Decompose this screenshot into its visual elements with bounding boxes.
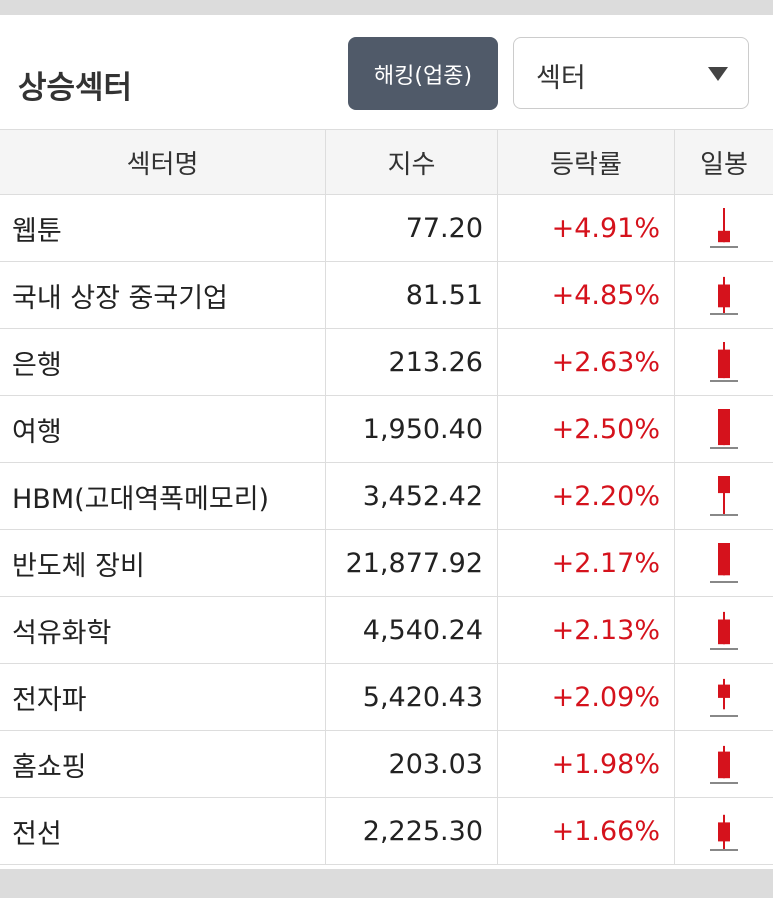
- candle-icon: [710, 814, 738, 851]
- table-row[interactable]: HBM(고대역폭메모리) 3,452.42 +2.20%: [0, 463, 773, 530]
- table-row[interactable]: 전선 2,225.30 +1.66%: [0, 798, 773, 865]
- table-row[interactable]: 여행 1,950.40 +2.50%: [0, 396, 773, 463]
- change-rate: +2.13%: [498, 597, 675, 663]
- change-rate: +1.98%: [498, 731, 675, 797]
- table-row[interactable]: 홈쇼핑 203.03 +1.98%: [0, 731, 773, 798]
- candle-cell: [675, 664, 773, 730]
- select-label: 섹터: [536, 63, 586, 94]
- sector-name: 반도체 장비: [0, 530, 326, 596]
- candle-cell: [675, 798, 773, 864]
- candle-part: [718, 543, 730, 576]
- column-header: 등락률: [498, 130, 675, 194]
- sector-name: 국내 상장 중국기업: [0, 262, 326, 328]
- index-value: 77.20: [326, 195, 498, 261]
- index-value: 3,452.42: [326, 463, 498, 529]
- index-value: 2,225.30: [326, 798, 498, 864]
- candle-icon: [710, 611, 738, 650]
- index-value: 21,877.92: [326, 530, 498, 596]
- change-rate: +1.66%: [498, 798, 675, 864]
- dropdown-arrow: [708, 67, 728, 81]
- candle-cell: [675, 530, 773, 596]
- column-header: 일봉: [700, 149, 748, 180]
- candle-icon: [710, 678, 738, 717]
- candle-cell: [675, 597, 773, 663]
- candle-part: [718, 349, 730, 379]
- sector-name: 전선: [0, 798, 326, 864]
- candle-part: [718, 230, 730, 243]
- index-value: 4,540.24: [326, 597, 498, 663]
- index-value: 5,420.43: [326, 664, 498, 730]
- table-row[interactable]: 은행 213.26 +2.63%: [0, 329, 773, 396]
- sector-name: 전자파: [0, 664, 326, 730]
- table-row[interactable]: 석유화학 4,540.24 +2.13%: [0, 597, 773, 664]
- index-value: 81.51: [326, 262, 498, 328]
- candle-cell: [675, 731, 773, 797]
- candle-icon: [710, 276, 738, 315]
- change-rate: +2.20%: [498, 463, 675, 529]
- change-rate: +4.91%: [498, 195, 675, 261]
- sector-name: HBM(고대역폭메모리): [0, 463, 326, 529]
- bottom-strip: [0, 869, 773, 898]
- candle-part: [718, 684, 730, 698]
- header-row: 섹터명 지수 등락률 일봉: [0, 129, 773, 195]
- change-rate: +2.17%: [498, 530, 675, 596]
- candle-cell: [675, 195, 773, 261]
- index-value: 213.26: [326, 329, 498, 395]
- candle-cell: [675, 262, 773, 328]
- table-row[interactable]: 국내 상장 중국기업 81.51 +4.85%: [0, 262, 773, 329]
- candle-part: [718, 822, 730, 842]
- table-row[interactable]: 반도체 장비 21,877.92 +2.17%: [0, 530, 773, 597]
- section-title: 상승섹터: [18, 70, 133, 106]
- column-header: 섹터명: [0, 130, 326, 194]
- candle-part: [718, 409, 730, 446]
- sector-name: 웹툰: [0, 195, 326, 261]
- candle-icon: [710, 543, 738, 583]
- candle-cell: [675, 329, 773, 395]
- sector-name: 은행: [0, 329, 326, 395]
- change-rate: +2.63%: [498, 329, 675, 395]
- candle-icon: [710, 409, 738, 449]
- candle-part: [718, 619, 730, 645]
- index-value: 203.03: [326, 731, 498, 797]
- sector-table: 섹터명 지수 등락률 일봉 웹툰 77.20 +4.91% 국내 상장 중국기업 81.51 +4…: [0, 129, 773, 865]
- column-header: 지수: [326, 130, 498, 194]
- candle-icon: [710, 342, 738, 382]
- change-rate: +2.50%: [498, 396, 675, 462]
- candle-icon: [710, 208, 738, 248]
- candle-part: [718, 751, 730, 779]
- table-row[interactable]: 웹툰 77.20 +4.91%: [0, 195, 773, 262]
- candle-icon: [710, 476, 738, 516]
- candle-icon: [710, 745, 738, 784]
- index-value: 1,950.40: [326, 396, 498, 462]
- candle-part: [718, 476, 730, 494]
- table-row[interactable]: 전자파 5,420.43 +2.09%: [0, 664, 773, 731]
- sector-name: 석유화학: [0, 597, 326, 663]
- sector-name: 여행: [0, 396, 326, 462]
- change-rate: +4.85%: [498, 262, 675, 328]
- candle-cell: [675, 396, 773, 462]
- top-strip: [0, 0, 773, 15]
- sector-select[interactable]: 섹터: [513, 37, 749, 109]
- candle-cell: [675, 463, 773, 529]
- candle-part: [718, 284, 730, 308]
- change-rate: +2.09%: [498, 664, 675, 730]
- filter-button[interactable]: 해킹(업종): [348, 37, 498, 110]
- sector-name: 홈쇼핑: [0, 731, 326, 797]
